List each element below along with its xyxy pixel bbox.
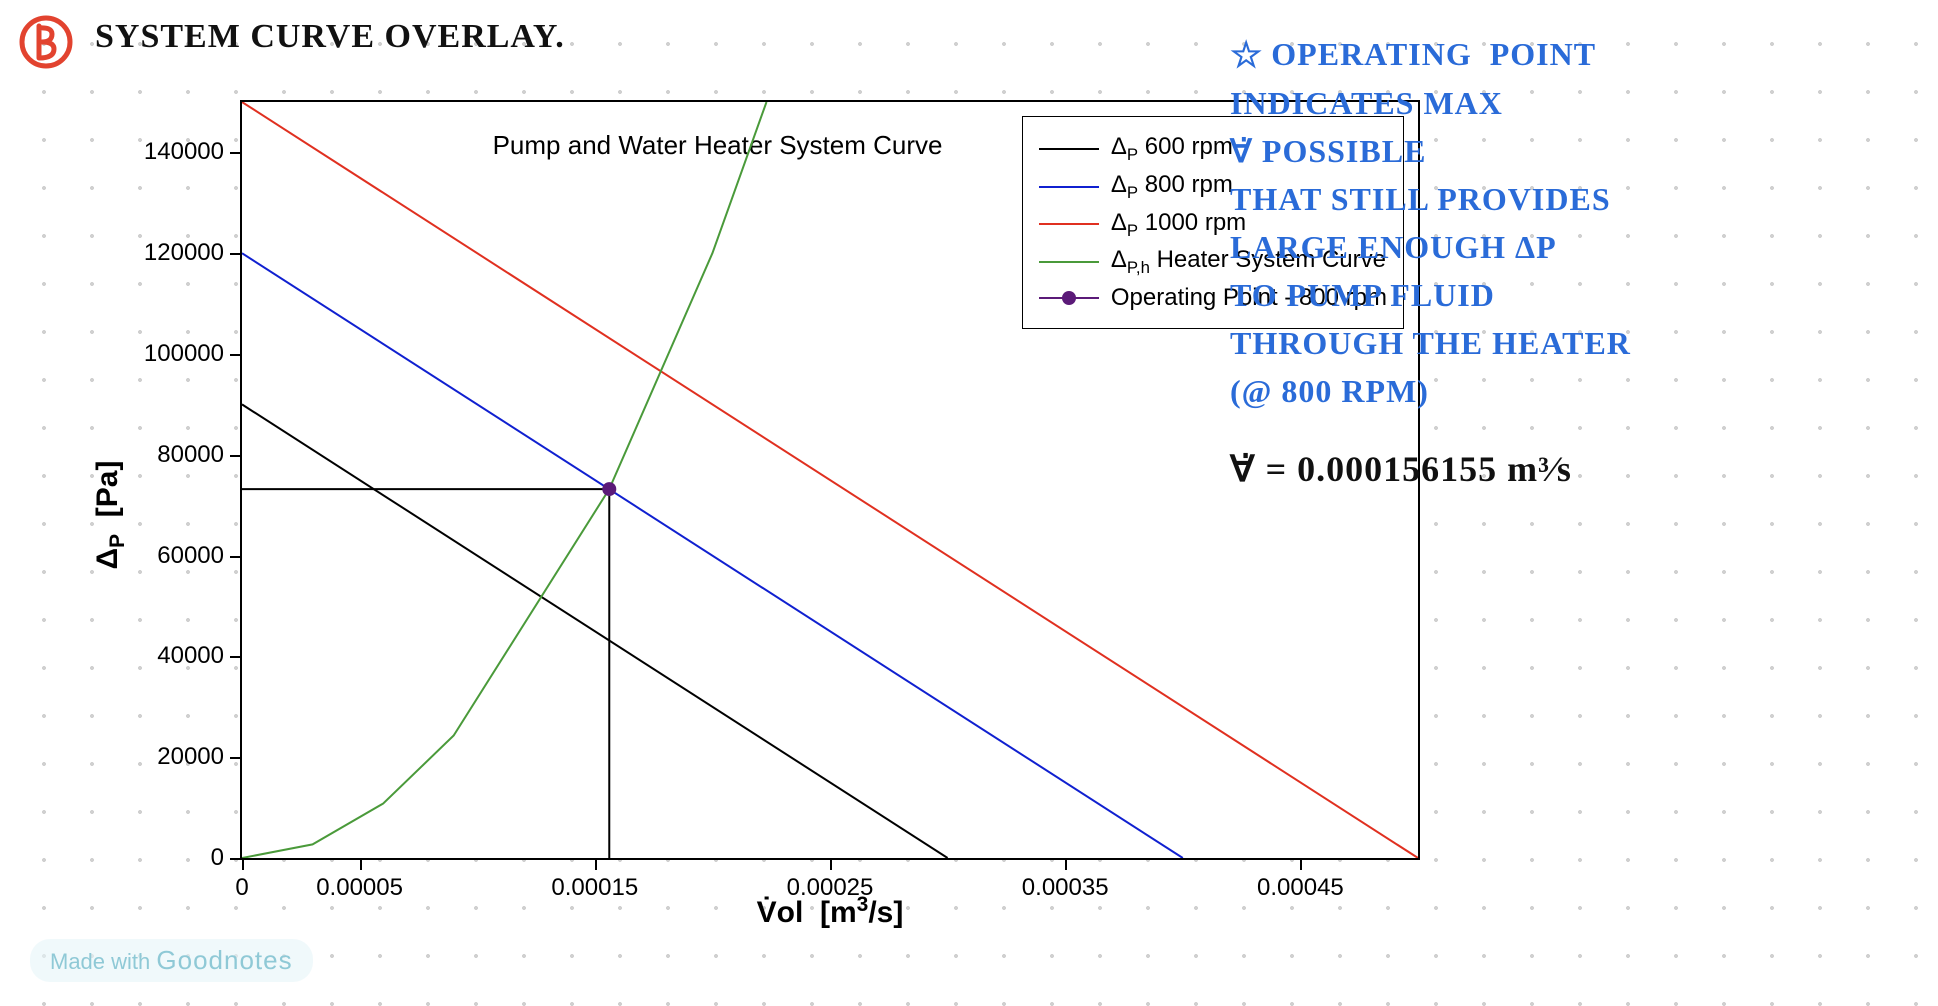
x-tick [1300,858,1302,870]
operating-point-marker [602,482,616,496]
legend-swatch [1039,177,1099,197]
y-tick [230,253,242,255]
watermark-brand: Goodnotes [156,945,292,975]
section-b-icon [18,14,74,70]
note-line-0: ☆☆ Operating PointOperating Point [1230,30,1910,79]
y-tick [230,455,242,457]
x-tick-label: 0.00005 [316,874,403,902]
legend-swatch [1039,139,1099,159]
y-tick-label: 140000 [144,138,224,166]
star-icon: ☆ [1230,31,1263,79]
y-tick-label: 40000 [157,642,224,670]
y-tick [230,152,242,154]
note-line-6: Through The Heater [1230,319,1910,367]
notes-block: ☆☆ Operating PointOperating Point Indica… [1230,30,1910,493]
note-line-7: (@ 800 rpm) [1230,367,1910,415]
y-tick-label: 100000 [144,340,224,368]
legend-label: ΔP 1000 rpm [1111,209,1246,241]
x-tick [242,858,244,870]
legend-dot-icon [1062,291,1076,305]
y-tick-label: 0 [211,844,224,872]
y-tick-label: 60000 [157,542,224,570]
note-line-1: Indicates Max [1230,79,1910,127]
note-line-4: Large Enough ΔP [1230,223,1910,271]
legend-label: ΔP 600 rpm [1111,133,1233,165]
x-tick-label: 0.00015 [551,874,638,902]
y-tick-label: 120000 [144,239,224,267]
series-dp600 [242,404,948,858]
y-tick [230,656,242,658]
y-tick-label: 20000 [157,743,224,771]
goodnotes-watermark: Made with Goodnotes [30,939,313,982]
series-heater [242,102,766,858]
note-line-5: To Pump Fluid [1230,271,1910,319]
x-tick [595,858,597,870]
legend-line-icon [1039,186,1099,188]
y-tick [230,556,242,558]
x-tick [830,858,832,870]
legend-swatch [1039,214,1099,234]
legend-label: ΔP 800 rpm [1111,171,1233,203]
x-tick-label: 0.00045 [1257,874,1344,902]
x-tick-label: 0.00035 [1022,874,1109,902]
legend-line-icon [1039,261,1099,263]
legend-line-icon [1039,148,1099,150]
note-line-3: That Still Provides [1230,175,1910,223]
legend-line-icon [1039,223,1099,225]
y-tick-label: 80000 [157,441,224,469]
legend-swatch [1039,252,1099,272]
x-axis-label: V̇ol [m3/s] [757,893,904,930]
x-tick-label: 0 [235,874,248,902]
watermark-prefix: Made with [50,949,156,974]
y-axis-label: ΔP [Pa] [91,461,130,570]
note-result: ∀̇ = 0.000156155 m³⁄s [1230,445,1910,493]
section-heading: SYSTEM CURVE OVERLAY. [95,18,565,56]
y-tick [230,757,242,759]
series-dp800 [242,253,1183,858]
legend-swatch [1039,288,1099,308]
y-tick [230,858,242,860]
y-tick [230,354,242,356]
note-line-2: ∀̇ Possible [1230,127,1910,175]
x-tick [360,858,362,870]
x-tick [1065,858,1067,870]
